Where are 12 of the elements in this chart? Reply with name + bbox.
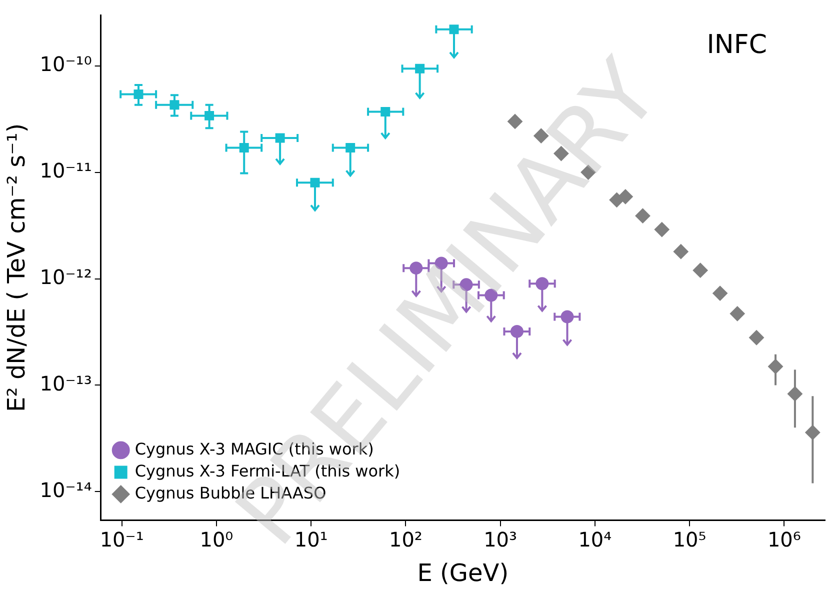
- y-tick-label: 10⁻¹¹: [40, 158, 92, 182]
- y-tick-label: 10⁻¹³: [40, 371, 92, 396]
- y-tick-label: 10⁻¹⁴: [40, 478, 92, 502]
- y-tick-label: 10⁻¹²: [40, 264, 92, 289]
- x-axis-title: E (GeV): [417, 558, 509, 587]
- x-tick-label: 10⁵: [672, 527, 706, 552]
- x-tick-label: 10⁻¹: [100, 527, 144, 552]
- x-tick-label: 10⁰: [200, 527, 234, 552]
- x-tick-label: 10⁶: [767, 527, 801, 552]
- y-axis-title: E² dN/dE ( TeV cm⁻² s⁻¹): [2, 123, 31, 412]
- annotation: INFC: [706, 30, 767, 60]
- y-tick-label: 10⁻¹⁰: [40, 52, 92, 76]
